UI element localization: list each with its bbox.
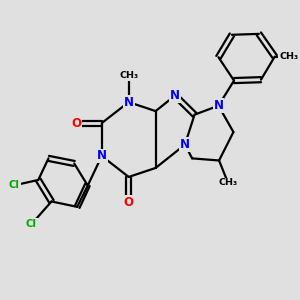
Text: N: N [170, 89, 180, 102]
Text: CH₃: CH₃ [119, 71, 138, 80]
Text: CH₃: CH₃ [279, 52, 298, 61]
Text: CH₃: CH₃ [218, 178, 238, 188]
Text: Cl: Cl [26, 219, 37, 229]
Text: N: N [97, 149, 107, 163]
Text: N: N [124, 96, 134, 109]
Text: Cl: Cl [9, 180, 20, 190]
Text: O: O [71, 117, 81, 130]
Text: N: N [180, 138, 190, 151]
Text: O: O [124, 196, 134, 209]
Text: N: N [214, 99, 224, 112]
